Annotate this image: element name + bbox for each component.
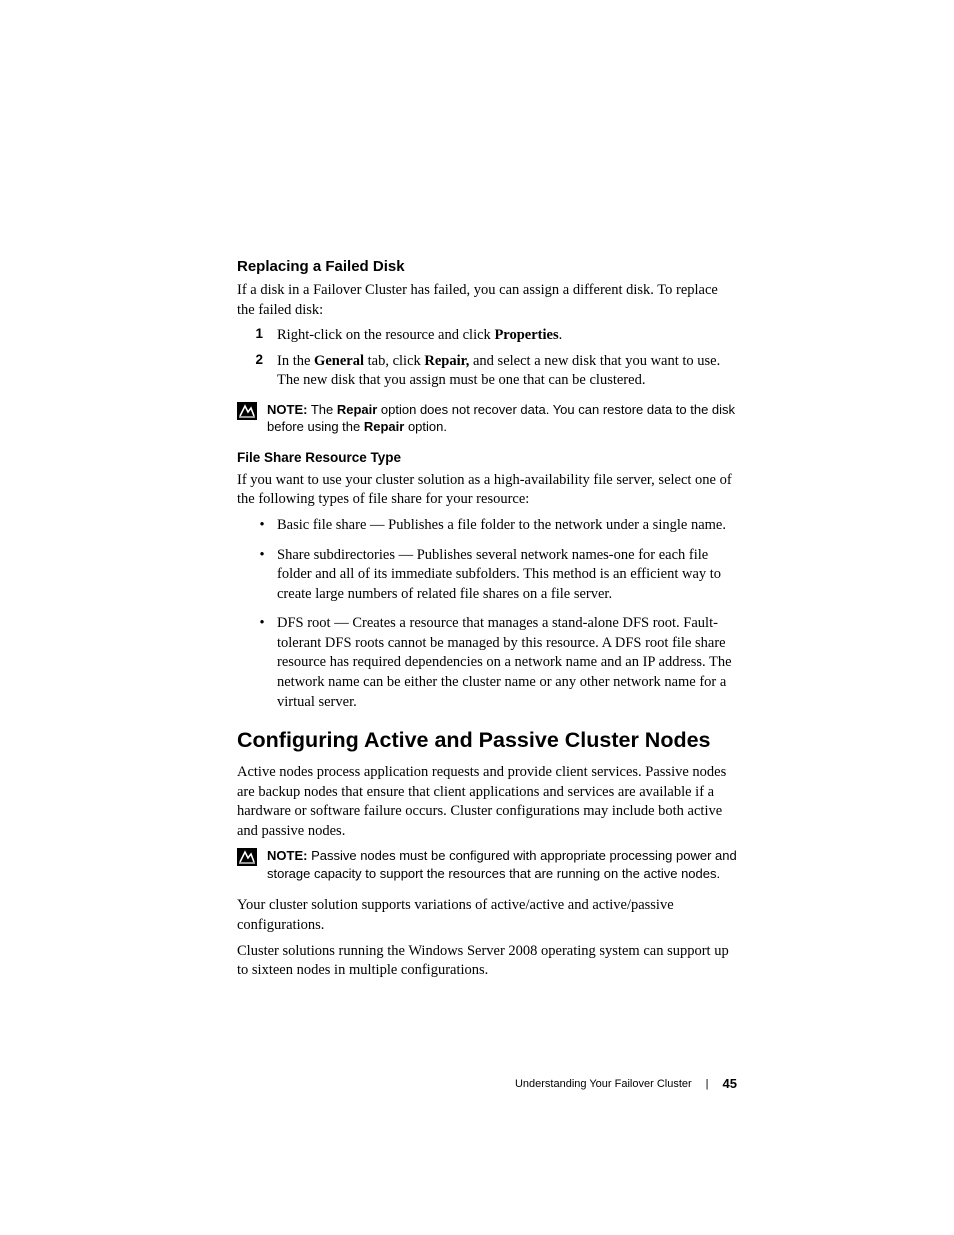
list-item-text: Basic file share — Publishes a file fold… <box>277 516 737 536</box>
list-item: • DFS root — Creates a resource that man… <box>237 614 737 712</box>
text-fragment: Passive nodes must be configured with ap… <box>267 848 737 881</box>
note-label: NOTE: <box>267 848 307 863</box>
bullet-icon: • <box>237 516 277 536</box>
paragraph: Your cluster solution supports variation… <box>237 896 737 935</box>
bold-properties: Properties <box>494 327 558 343</box>
bold-general: General <box>314 353 364 369</box>
file-share-types-list: • Basic file share — Publishes a file fo… <box>237 516 737 712</box>
replace-disk-steps: 1 Right-click on the resource and click … <box>237 326 737 391</box>
note-block-passive-nodes: NOTE: Passive nodes must be configured w… <box>237 847 737 882</box>
heading-file-share-resource-type: File Share Resource Type <box>237 450 737 465</box>
note-block-repair: NOTE: The Repair option does not recover… <box>237 401 737 436</box>
step-number: 1 <box>237 326 277 341</box>
list-item: • Basic file share — Publishes a file fo… <box>237 516 737 536</box>
step-2: 2 In the General tab, click Repair, and … <box>237 352 737 391</box>
footer-separator: | <box>706 1078 709 1090</box>
note-label: NOTE: <box>267 402 307 417</box>
bullet-icon: • <box>237 614 277 634</box>
list-item-text: DFS root — Creates a resource that manag… <box>277 614 737 712</box>
footer-chapter-title: Understanding Your Failover Cluster <box>515 1078 692 1090</box>
text-fragment: In the <box>277 353 314 369</box>
bullet-icon: • <box>237 546 277 566</box>
text-fragment: option. <box>404 419 447 434</box>
step-text: In the General tab, click Repair, and se… <box>277 352 737 391</box>
paragraph: Active nodes process application request… <box>237 763 737 841</box>
heading-configuring-cluster-nodes: Configuring Active and Passive Cluster N… <box>237 728 737 753</box>
text-fragment: tab, click <box>364 353 424 369</box>
step-number: 2 <box>237 352 277 367</box>
note-text: NOTE: The Repair option does not recover… <box>267 401 737 436</box>
step-1: 1 Right-click on the resource and click … <box>237 326 737 346</box>
page-footer: Understanding Your Failover Cluster | 45 <box>237 1076 737 1091</box>
text-fragment: Right-click on the resource and click <box>277 327 494 343</box>
list-item: • Share subdirectories — Publishes sever… <box>237 546 737 605</box>
note-icon <box>237 402 257 420</box>
footer-page-number: 45 <box>723 1076 737 1091</box>
intro-paragraph: If a disk in a Failover Cluster has fail… <box>237 281 737 320</box>
text-fragment: . <box>559 327 563 343</box>
text-fragment: The <box>307 402 336 417</box>
step-text: Right-click on the resource and click Pr… <box>277 326 737 346</box>
bold-repair: Repair <box>337 402 377 417</box>
note-text: NOTE: Passive nodes must be configured w… <box>267 847 737 882</box>
intro-paragraph: If you want to use your cluster solution… <box>237 471 737 510</box>
bold-repair: Repair, <box>424 353 469 369</box>
heading-replacing-failed-disk: Replacing a Failed Disk <box>237 258 737 275</box>
note-icon <box>237 848 257 866</box>
list-item-text: Share subdirectories — Publishes several… <box>277 546 737 605</box>
paragraph: Cluster solutions running the Windows Se… <box>237 942 737 981</box>
page-content: Replacing a Failed Disk If a disk in a F… <box>237 258 737 987</box>
bold-repair: Repair <box>364 419 404 434</box>
